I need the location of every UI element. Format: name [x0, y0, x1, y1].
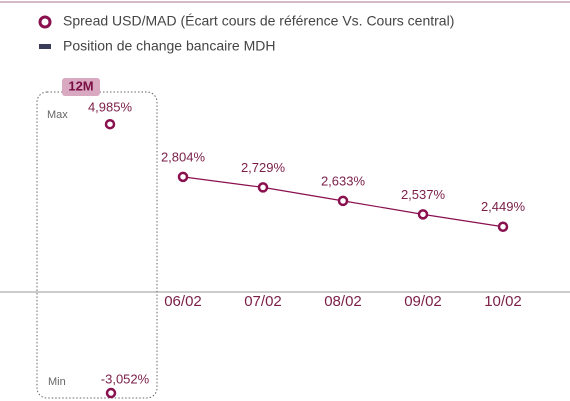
legend-marker	[38, 15, 52, 29]
value-label: 2,537%	[401, 187, 446, 202]
panel-badge	[62, 78, 100, 96]
max-value-label: 4,985%	[88, 100, 133, 115]
value-label: 2,633%	[321, 173, 366, 188]
legend-marker	[39, 44, 51, 49]
point	[177, 171, 189, 183]
x-tick-label: 10/02	[484, 293, 522, 310]
legend-label: Spread USD/MAD (Écart cours de référence…	[63, 13, 454, 29]
max-label: Max	[47, 109, 68, 121]
panel-frame	[36, 91, 158, 399]
point	[105, 387, 117, 399]
value-label: 2,804%	[161, 149, 206, 164]
min-value-label: -3,052%	[101, 371, 150, 386]
legend-label: Position de change bancaire MDH	[63, 38, 275, 54]
min-label: Min	[48, 376, 66, 388]
x-tick-label: 08/02	[324, 293, 362, 310]
panel-label: 12M	[68, 78, 93, 93]
value-label: 2,729%	[241, 160, 286, 175]
point	[337, 195, 349, 207]
x-tick-label: 07/02	[244, 293, 282, 310]
point	[104, 118, 116, 130]
point	[257, 182, 269, 193]
point	[497, 221, 509, 232]
value-label: 2,449%	[481, 199, 526, 214]
x-tick-label: 06/02	[164, 293, 202, 310]
x-tick-label: 09/02	[404, 293, 442, 310]
point	[417, 209, 429, 220]
